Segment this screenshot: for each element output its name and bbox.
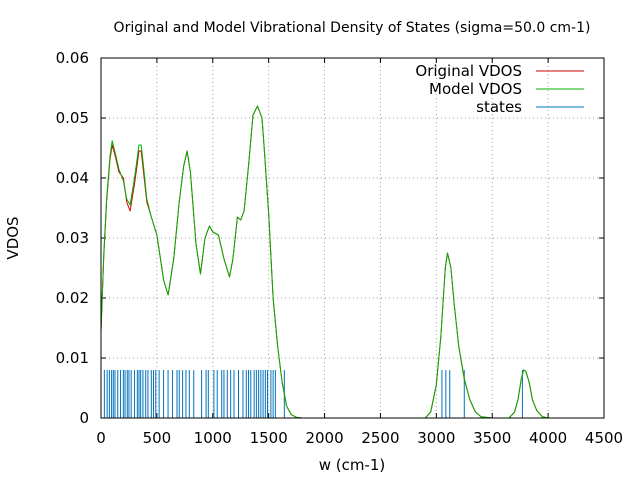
x-tick-label: 500	[143, 429, 172, 447]
x-axis-label: w (cm-1)	[319, 456, 386, 474]
x-tick-label: 3500	[473, 429, 511, 447]
chart-title: Original and Model Vibrational Density o…	[114, 20, 591, 36]
x-tick-label: 4000	[529, 429, 567, 447]
x-tick-label: 3000	[417, 429, 455, 447]
x-tick-label: 1000	[194, 429, 232, 447]
y-tick-label: 0.01	[56, 349, 89, 367]
grid-lines	[101, 58, 604, 418]
y-tick-label: 0.05	[56, 109, 89, 127]
plot-frame	[100, 57, 605, 419]
y-tick-label: 0.02	[56, 289, 89, 307]
x-tick-label: 2500	[361, 429, 399, 447]
x-tick-label: 1500	[250, 429, 288, 447]
legend-label: states	[476, 98, 522, 116]
model-vdos-line	[100, 105, 604, 419]
y-tick-label: 0.03	[56, 229, 89, 247]
x-tick-label: 4500	[585, 429, 623, 447]
x-tick-label: 2000	[305, 429, 343, 447]
y-axis-tick-labels: 0 0.01 0.02 0.03 0.04 0.05 0.06	[56, 49, 89, 427]
states-impulses	[103, 370, 523, 418]
x-axis-tick-labels: 0 500 1000 1500 2000 2500 3000 3500 4000 4500	[96, 429, 623, 447]
legend-label: Original VDOS	[415, 62, 522, 80]
y-axis-label: VDOS	[4, 216, 22, 259]
x-tick-label: 0	[96, 429, 106, 447]
legend-label: Model VDOS	[429, 80, 522, 98]
y-tick-label: 0	[79, 409, 89, 427]
plot-series	[100, 105, 604, 419]
x-axis-ticks	[100, 58, 605, 418]
y-tick-label: 0.04	[56, 169, 89, 187]
y-tick-label: 0.06	[56, 49, 89, 67]
